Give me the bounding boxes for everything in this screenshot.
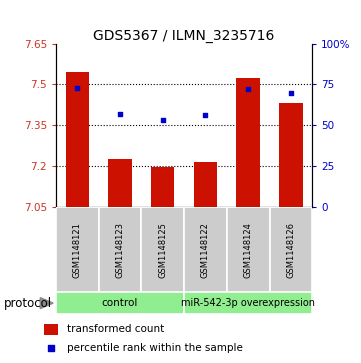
- Bar: [227, 207, 270, 292]
- Point: [160, 118, 166, 123]
- Text: GSM1148121: GSM1148121: [73, 222, 82, 277]
- Bar: [151, 167, 174, 207]
- Bar: [56, 207, 99, 292]
- Bar: [279, 103, 303, 207]
- Bar: [184, 292, 312, 314]
- Bar: [142, 207, 184, 292]
- Bar: [236, 78, 260, 207]
- Text: GSM1148123: GSM1148123: [116, 221, 125, 278]
- Text: protocol: protocol: [4, 297, 52, 310]
- Polygon shape: [40, 298, 53, 309]
- Point: [48, 345, 54, 351]
- Bar: [44, 324, 58, 335]
- Bar: [99, 207, 142, 292]
- Point: [288, 90, 294, 95]
- Text: GSM1148124: GSM1148124: [244, 222, 253, 277]
- Text: miR-542-3p overexpression: miR-542-3p overexpression: [181, 298, 315, 308]
- Title: GDS5367 / ILMN_3235716: GDS5367 / ILMN_3235716: [93, 29, 275, 42]
- Text: GSM1148126: GSM1148126: [286, 221, 295, 278]
- Point: [117, 111, 123, 117]
- Text: control: control: [102, 298, 138, 308]
- Text: GSM1148125: GSM1148125: [158, 222, 167, 277]
- Bar: [66, 72, 89, 207]
- Text: percentile rank within the sample: percentile rank within the sample: [67, 343, 243, 353]
- Bar: [194, 162, 217, 207]
- Point: [74, 85, 80, 91]
- Bar: [108, 159, 132, 207]
- Text: GSM1148122: GSM1148122: [201, 222, 210, 277]
- Text: transformed count: transformed count: [67, 324, 164, 334]
- Bar: [184, 207, 227, 292]
- Point: [203, 113, 208, 118]
- Point: [245, 86, 251, 92]
- Bar: [270, 207, 312, 292]
- Bar: [56, 292, 184, 314]
